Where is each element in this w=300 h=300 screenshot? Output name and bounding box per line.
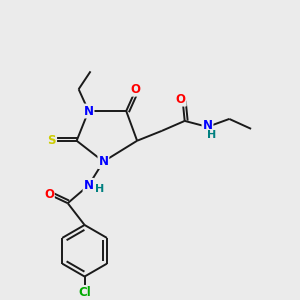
Text: S: S [48,134,56,147]
Text: Cl: Cl [78,286,91,299]
Text: H: H [207,130,216,140]
Text: O: O [44,188,54,201]
Text: N: N [202,119,212,132]
Text: N: N [83,104,94,118]
Text: N: N [98,155,108,168]
Text: O: O [176,93,186,106]
Text: N: N [83,179,94,192]
Text: O: O [130,83,140,96]
Text: H: H [95,184,104,194]
